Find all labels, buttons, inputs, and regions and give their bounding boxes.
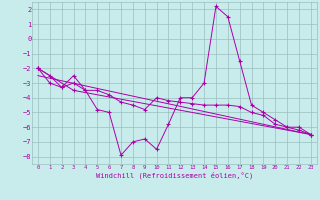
X-axis label: Windchill (Refroidissement éolien,°C): Windchill (Refroidissement éolien,°C) xyxy=(96,171,253,179)
